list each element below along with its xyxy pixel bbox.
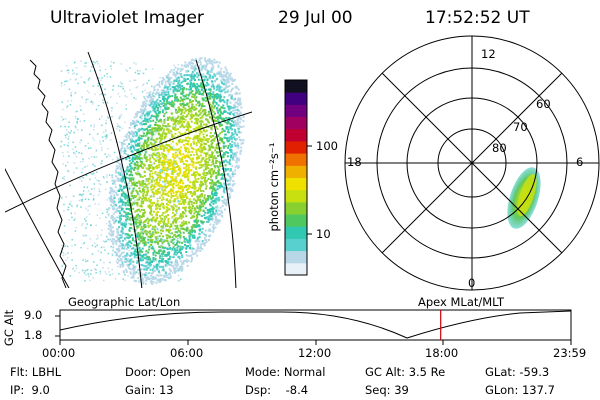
geographic-caption: Geographic Lat/Lon [68,295,181,309]
orbit-y-tick-low: 1.8 [24,328,43,342]
orbit-x-tick: 00:00 [42,346,76,360]
colorbar-band [285,116,307,130]
orbit-y-tick-high: 9.0 [24,308,43,322]
orbit-plot [55,309,572,345]
colorbar-band [285,262,307,276]
mlt-label-0: 0 [468,276,476,290]
altitude-curve [59,310,572,339]
mlt-label-18: 18 [347,155,362,169]
colorbar-tick-100: 100 [316,139,338,153]
coastline [29,59,67,288]
colorbar-band [285,92,307,105]
orbit-x-tick: 23:59 [553,346,587,360]
mlt-label-12: 12 [481,47,496,61]
colorbar-tick-10: 10 [316,227,331,241]
orbit-x-tick: 12:00 [298,346,332,360]
dsp-value: Dsp: -8.4 [245,383,309,397]
colorbar-band [285,201,307,215]
polar-caption: Apex MLat/MLT [418,295,505,309]
geographic-map [5,51,252,288]
colorbar-band [285,104,307,118]
colorbar-unit-label: photon cm⁻²s⁻¹ [267,142,281,232]
colorbar-band [285,165,307,178]
colorbar-band [285,177,307,191]
ip-value: IP: 9.0 [10,383,50,397]
mode-value: Mode: Normal [245,365,326,379]
colorbar-band [285,189,307,203]
door-value: Door: Open [125,365,191,379]
mlt-label-6: 6 [576,155,584,169]
time-label: 17:52:52 UT [425,8,530,28]
orbit-x-tick: 18:00 [425,346,459,360]
colorbar-band [285,250,307,264]
orbit-x-tick: 06:00 [170,346,204,360]
filter-value: Flt: LBHL [10,365,62,379]
colorbar-band [285,214,307,227]
mlat-label-80: 80 [492,141,507,155]
aurora-image-geographic [60,57,245,285]
gain-value: Gain: 13 [125,383,174,397]
colorbar-band [285,226,307,239]
colorbar [285,80,307,276]
glat-value: GLat: -59.3 [485,365,550,379]
colorbar-band [285,238,307,252]
mlat-label-70: 70 [513,120,528,134]
glon-value: GLon: 137.7 [485,383,555,397]
colorbar-band [285,140,307,154]
mlat-label-60: 60 [536,97,551,111]
colorbar-band [285,128,307,142]
colorbar-band [285,80,307,93]
gc-alt-value: GC Alt: 3.5 Re [365,365,446,379]
date-label: 29 Jul 00 [278,8,353,28]
seq-value: Seq: 39 [365,383,409,397]
polar-plot [344,35,600,291]
colorbar-band [285,153,307,166]
orbit-y-axis-label: GC Alt [2,309,16,347]
app-title: Ultraviolet Imager [50,8,204,28]
